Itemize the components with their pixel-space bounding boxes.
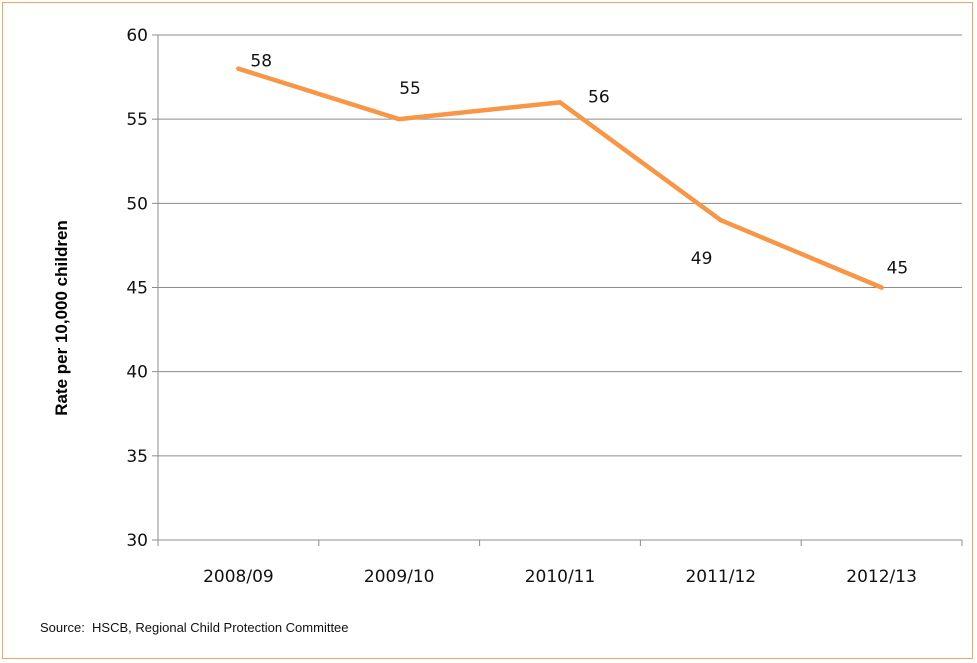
data-label: 49 [691,249,713,269]
y-axis-label: Rate per 10,000 children [52,220,71,416]
data-label: 58 [250,52,272,72]
axes [152,34,963,546]
data-label: 45 [887,259,909,279]
data-point [718,217,723,223]
y-tick-label: 30 [126,531,148,551]
y-tick-label: 60 [126,26,148,46]
x-tick-label: 2009/10 [364,567,435,587]
data-point [397,116,402,122]
y-tick-labels: 30 35 40 45 50 55 60 [126,26,148,551]
x-tick-label: 2008/09 [203,567,274,587]
data-point [879,285,884,290]
x-tick-label: 2011/12 [685,567,756,587]
data-point [236,66,241,71]
data-label: 55 [399,79,421,99]
series-line [236,66,884,290]
source-note: Source: HSCB, Regional Child Protection … [40,620,349,635]
x-tick-labels: 2008/09 2009/10 2010/11 2011/12 2012/13 [203,567,917,587]
gridlines [158,34,962,457]
y-tick-label: 40 [126,363,148,383]
data-label: 56 [588,87,610,107]
data-point [557,100,563,105]
y-tick-label: 45 [126,279,148,299]
x-tick-label: 2010/11 [525,567,596,587]
y-tick-label: 55 [126,110,148,130]
x-tick-label: 2012/13 [846,567,917,587]
y-tick-label: 50 [126,194,148,214]
y-tick-label: 35 [126,447,148,467]
data-labels: 58 55 56 49 45 [250,52,908,279]
